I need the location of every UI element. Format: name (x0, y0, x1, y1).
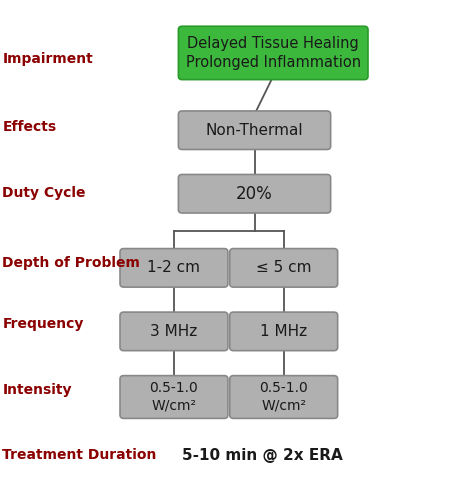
Text: Treatment Duration: Treatment Duration (2, 448, 157, 462)
FancyBboxPatch shape (230, 248, 338, 287)
Text: Effects: Effects (2, 120, 57, 134)
Text: Intensity: Intensity (2, 383, 72, 396)
Text: 1 MHz: 1 MHz (260, 324, 307, 339)
Text: Delayed Tissue Healing
Prolonged Inflammation: Delayed Tissue Healing Prolonged Inflamm… (186, 36, 361, 70)
Text: ≤ 5 cm: ≤ 5 cm (256, 261, 311, 275)
Text: 20%: 20% (236, 185, 273, 203)
Text: Frequency: Frequency (2, 317, 84, 331)
Text: Non-Thermal: Non-Thermal (205, 123, 304, 138)
Text: 0.5-1.0
W/cm²: 0.5-1.0 W/cm² (149, 381, 198, 412)
FancyBboxPatch shape (178, 174, 331, 213)
Text: Duty Cycle: Duty Cycle (2, 186, 86, 200)
Text: 1-2 cm: 1-2 cm (148, 261, 200, 275)
FancyBboxPatch shape (230, 312, 338, 351)
FancyBboxPatch shape (230, 375, 338, 418)
Text: Depth of Problem: Depth of Problem (2, 256, 140, 270)
Text: 5-10 min @ 2x ERA: 5-10 min @ 2x ERA (182, 448, 343, 463)
Text: Impairment: Impairment (2, 52, 93, 66)
FancyBboxPatch shape (178, 26, 368, 79)
FancyBboxPatch shape (120, 312, 228, 351)
Text: 3 MHz: 3 MHz (150, 324, 198, 339)
FancyBboxPatch shape (120, 375, 228, 418)
FancyBboxPatch shape (120, 248, 228, 287)
FancyBboxPatch shape (178, 111, 331, 150)
Text: 0.5-1.0
W/cm²: 0.5-1.0 W/cm² (259, 381, 308, 412)
